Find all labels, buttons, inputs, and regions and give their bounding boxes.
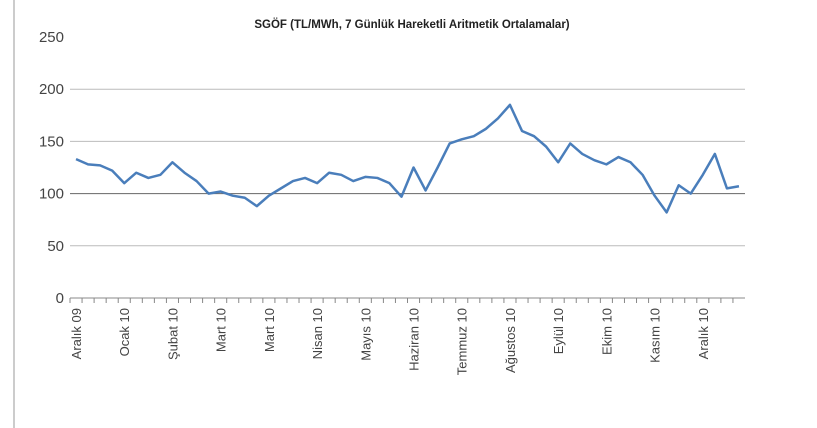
y-tick-label: 0	[56, 290, 64, 307]
x-tick-label: Eylül 10	[551, 308, 566, 354]
x-tick-label: Ekim 10	[599, 308, 614, 355]
x-tick-label: Haziran 10	[407, 308, 422, 371]
y-tick-label: 150	[39, 133, 64, 150]
x-tick-label: Ağustos 10	[503, 308, 518, 373]
data-line	[75, 103, 740, 214]
x-tick-label: Mart 10	[214, 308, 229, 352]
y-tick-label: 50	[47, 238, 64, 255]
y-tick-label: 100	[39, 186, 64, 203]
x-tick-label: Nisan 10	[310, 308, 325, 359]
x-tick-label: Aralık 09	[69, 308, 84, 359]
x-tick-label: Mayıs 10	[358, 308, 373, 361]
x-tick-label: Temmuz 10	[455, 308, 470, 375]
x-tick-label: Kasım 10	[648, 308, 663, 363]
x-tick-label: Mart 10	[262, 308, 277, 352]
y-tick-label: 200	[39, 81, 64, 98]
x-tick-label: Ocak 10	[117, 308, 132, 356]
chart-title: SGÖF (TL/MWh, 7 Günlük Hareketli Aritmet…	[254, 18, 569, 31]
x-tick-label: Şubat 10	[165, 308, 180, 360]
x-tick-label: Aralık 10	[696, 308, 711, 359]
y-tick-label: 250	[39, 29, 64, 46]
